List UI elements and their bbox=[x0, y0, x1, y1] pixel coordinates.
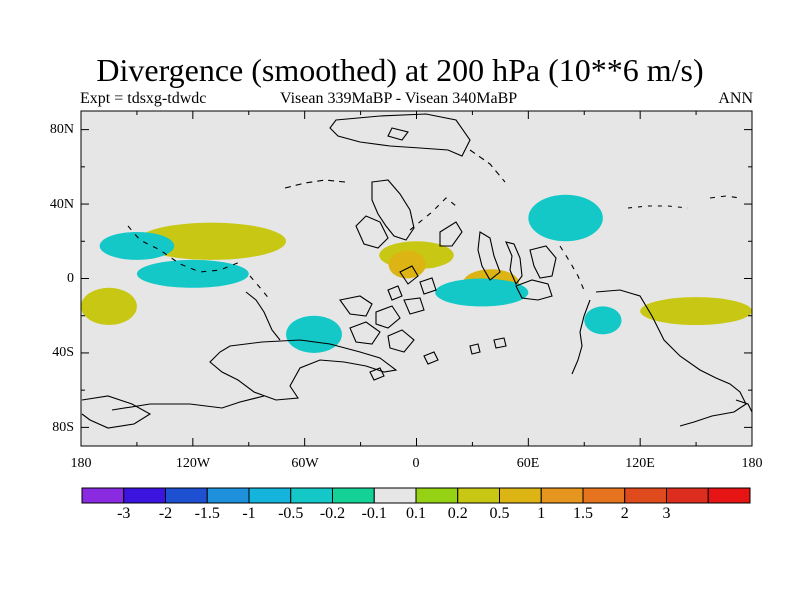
colorbar-swatch bbox=[666, 487, 709, 504]
coastline-west-dashed-b bbox=[249, 275, 271, 301]
coastline-big-south-continent bbox=[209, 339, 398, 401]
colorbar-label: -0.1 bbox=[361, 505, 387, 522]
colorbar-label: -3 bbox=[117, 505, 131, 522]
comparison-label: Visean 339MaBP - Visean 340MaBP bbox=[280, 90, 518, 107]
coastline-east-arc bbox=[559, 245, 585, 291]
coastlines bbox=[81, 113, 752, 429]
colorbar-swatch bbox=[540, 487, 584, 504]
coastline-north-polar-island bbox=[387, 127, 409, 141]
field-neg-tropics-pacific bbox=[136, 259, 249, 288]
colorbar-swatch bbox=[81, 487, 125, 504]
colorbar-swatch bbox=[373, 487, 417, 504]
field-neg-north-band-west bbox=[99, 231, 175, 260]
colorbar-swatch bbox=[123, 487, 166, 504]
colorbar-swatch bbox=[707, 487, 751, 504]
colorbar-swatch bbox=[415, 487, 459, 504]
season-label: ANN bbox=[718, 90, 753, 107]
colorbar-label: 0.2 bbox=[447, 505, 468, 522]
colorbar-label: 1 bbox=[537, 505, 546, 522]
coastline-dashed-arc-east bbox=[469, 149, 506, 183]
colorbar-label: 0.1 bbox=[406, 505, 426, 522]
field-pos-band-north-pacific bbox=[136, 222, 287, 260]
field-pos-south-pacific-west bbox=[81, 287, 137, 326]
coastline-island-arc bbox=[505, 241, 523, 286]
coastline-south-west-land-b bbox=[111, 395, 265, 411]
colorbar-swatch bbox=[499, 487, 542, 504]
experiment-label: Expt = tdsxg-tdwdc bbox=[80, 90, 207, 107]
colorbar-swatch bbox=[248, 487, 292, 504]
field-pos-central-africa bbox=[388, 250, 426, 279]
colorbar-swatch bbox=[290, 487, 333, 504]
chart-title: Divergence (smoothed) at 200 hPa (10**6 … bbox=[96, 52, 704, 88]
lon-tick-label: 180 bbox=[70, 456, 92, 471]
coastline-east-dashes bbox=[627, 205, 689, 209]
colorbar-swatch bbox=[624, 487, 667, 504]
colorbar-label: -2 bbox=[158, 505, 173, 522]
lon-tick-label: 60W bbox=[291, 456, 319, 471]
colorbar-label: -0.5 bbox=[278, 505, 304, 522]
field-neg-south-atlantic bbox=[286, 315, 342, 353]
colorbar-label: -1.5 bbox=[194, 505, 220, 522]
coastline-southern-land bbox=[349, 321, 415, 353]
colorbar-swatch bbox=[165, 487, 208, 504]
colorbar-label: 1.5 bbox=[573, 505, 593, 522]
colorbar bbox=[81, 487, 751, 504]
divergence-field bbox=[81, 194, 752, 353]
coastline-east-ocean-margin bbox=[595, 289, 747, 427]
lat-tick-label: 0 bbox=[67, 271, 74, 286]
colorbar-label: 0.5 bbox=[489, 505, 510, 522]
coastline-east-inner bbox=[571, 299, 591, 375]
coastline-west-margin bbox=[245, 291, 281, 341]
coastline-central-continent-b bbox=[355, 215, 389, 249]
coastline-mid-arc bbox=[409, 197, 457, 231]
colorbar-label: 3 bbox=[662, 505, 671, 522]
coastline-tropical-land bbox=[515, 279, 553, 301]
coastline-south-west-land bbox=[81, 395, 152, 429]
lon-tick-label: 60E bbox=[516, 456, 540, 471]
coastline-south-east-land bbox=[735, 399, 752, 413]
colorbar-swatch bbox=[457, 487, 500, 504]
coastline-north-east-dashed bbox=[709, 195, 741, 199]
lon-tick-label: 0 bbox=[412, 456, 420, 471]
colorbar-label: -1 bbox=[242, 505, 256, 522]
coastline-southern-archipelago bbox=[339, 295, 425, 329]
field-neg-north-pacific-east bbox=[528, 194, 603, 242]
field-neg-indian-ocean bbox=[435, 278, 529, 307]
coastline-island-chain bbox=[387, 265, 437, 301]
lat-tick-label: 40S bbox=[52, 345, 74, 360]
coastline-peninsula-east bbox=[439, 221, 463, 247]
field-neg-south-indian bbox=[584, 306, 622, 335]
coastline-small-islands bbox=[369, 337, 507, 381]
coastline-india-like bbox=[477, 231, 501, 281]
axis-ticks bbox=[80, 111, 753, 446]
lat-tick-label: 80S bbox=[52, 420, 74, 435]
lon-tick-label: 120W bbox=[175, 456, 211, 471]
colorbar-swatch bbox=[332, 487, 375, 504]
colorbar-swatch bbox=[206, 487, 250, 504]
lon-tick-label: 180 bbox=[741, 456, 763, 471]
lat-tick-label: 80N bbox=[49, 122, 74, 137]
lon-tick-label: 120E bbox=[625, 456, 655, 471]
lat-tick-label: 40N bbox=[49, 197, 74, 212]
coastline-island-arc-b bbox=[529, 245, 557, 279]
coastline-central-continent bbox=[371, 179, 415, 241]
colorbar-label: 2 bbox=[620, 505, 629, 522]
field-pos-south-pacific-east bbox=[640, 297, 752, 326]
colorbar-label: -0.2 bbox=[319, 505, 346, 522]
colorbar-swatch bbox=[582, 487, 626, 504]
coastline-north-polar-land bbox=[329, 113, 471, 157]
